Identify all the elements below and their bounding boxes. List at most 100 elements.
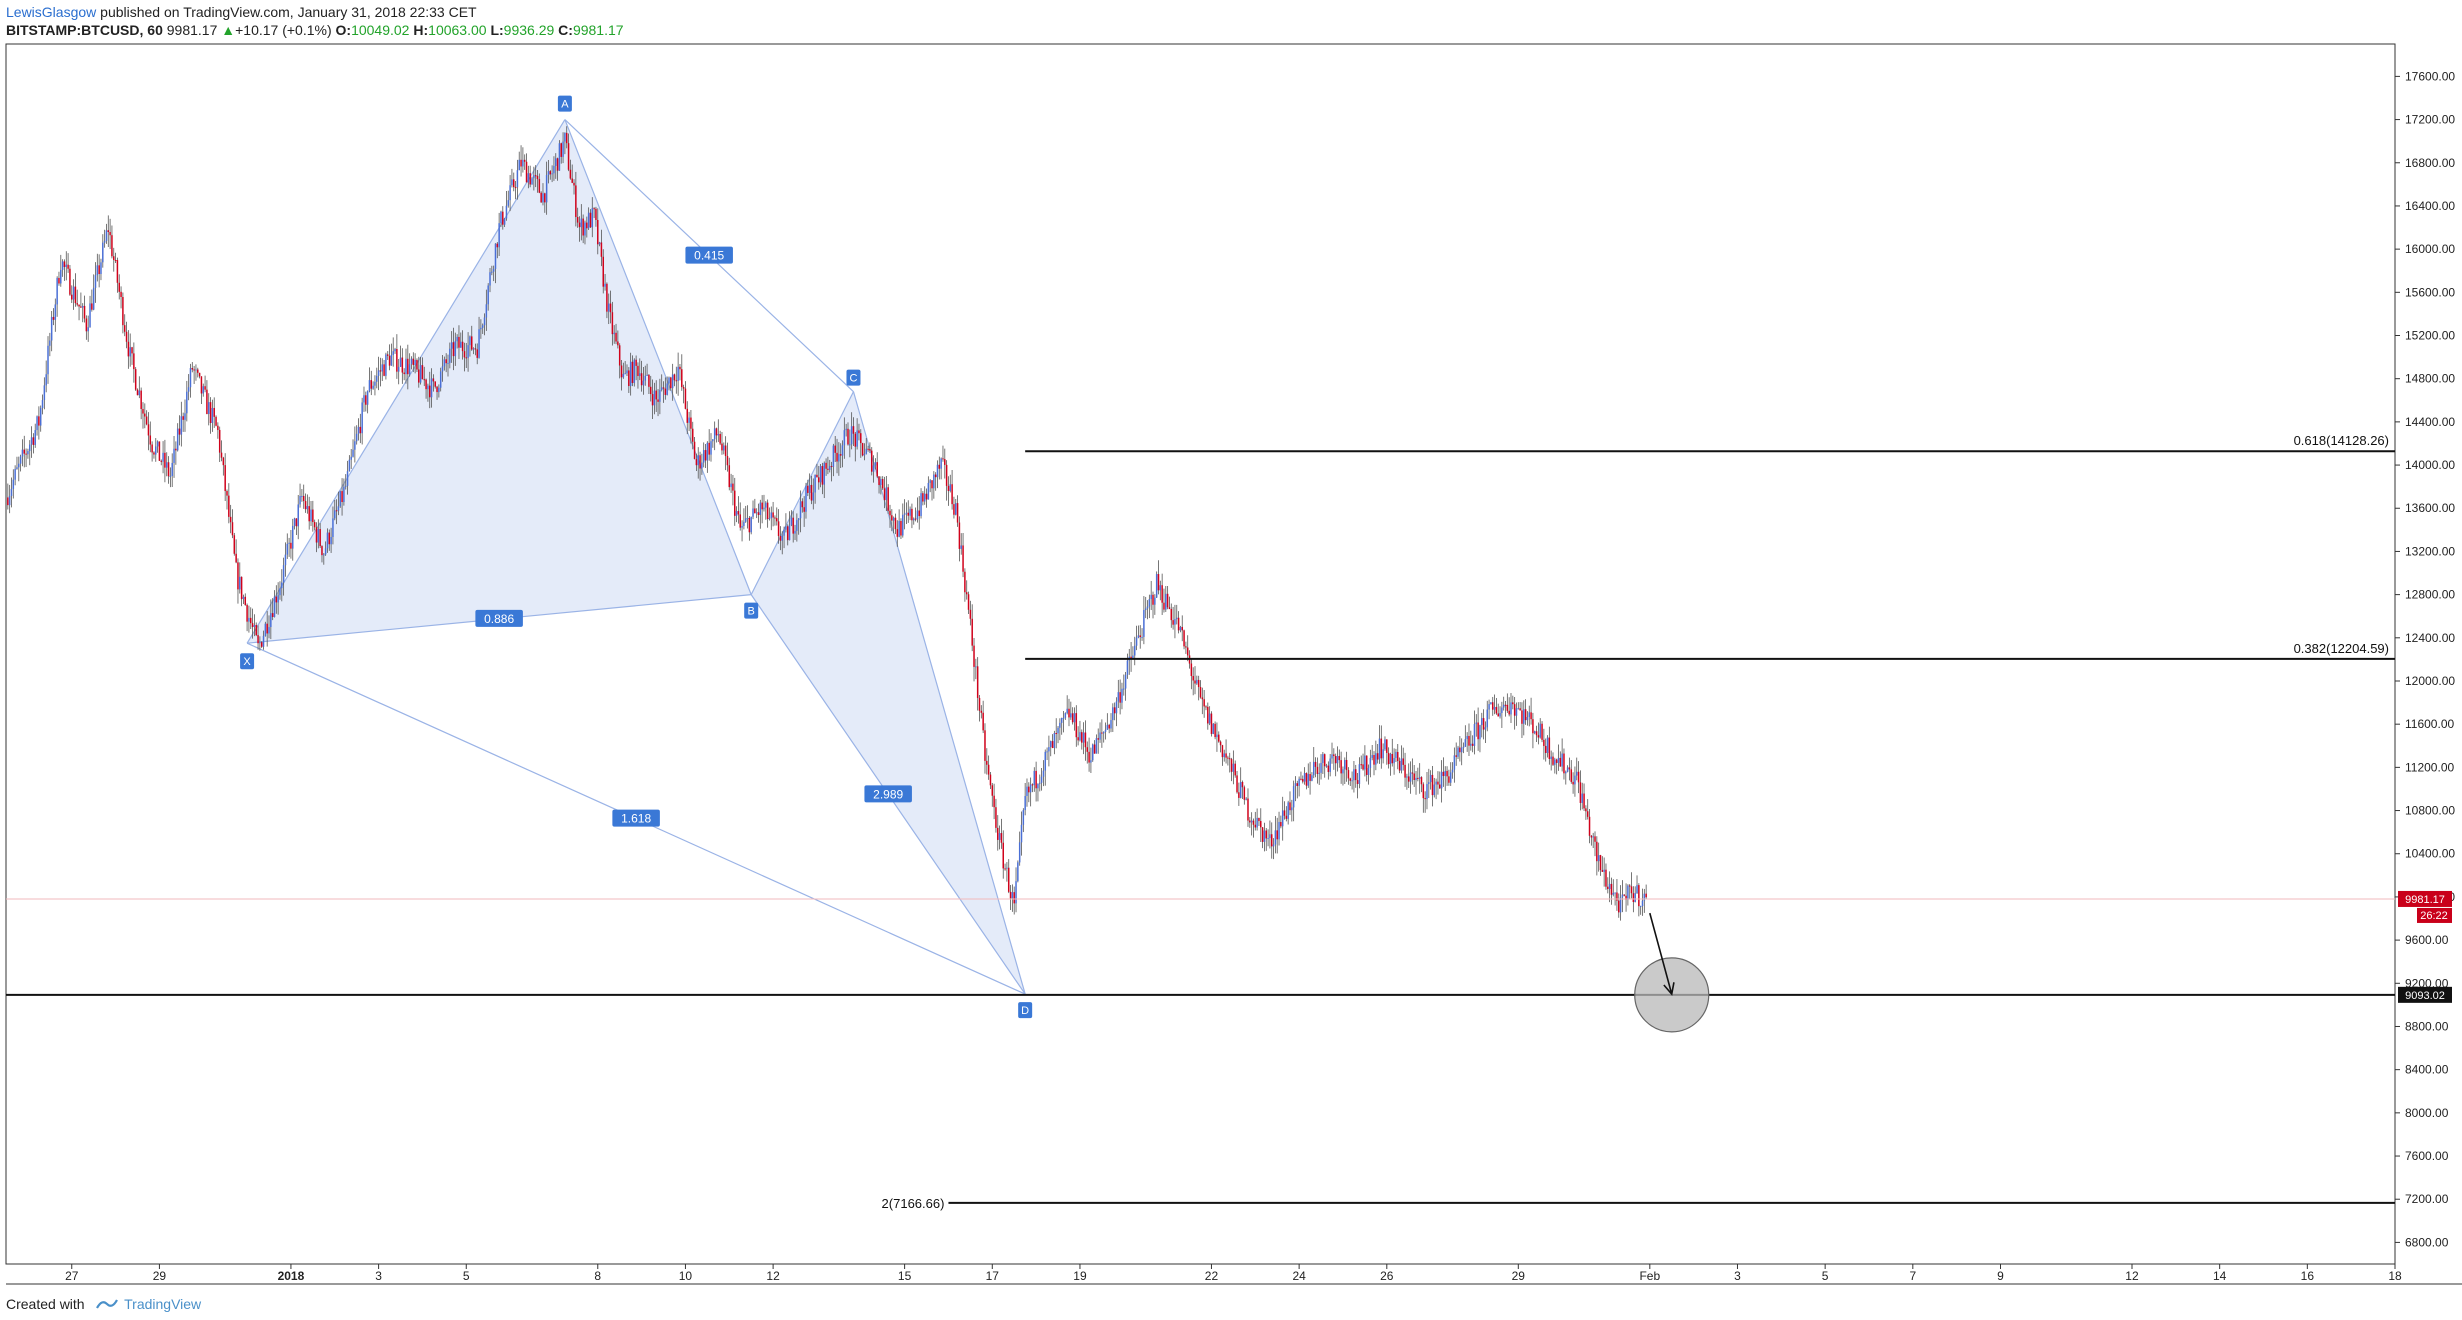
candle-up	[794, 530, 796, 534]
candle-up	[286, 543, 289, 555]
candle-down	[302, 495, 305, 502]
candle-down	[1201, 697, 1204, 700]
candle-down	[648, 374, 650, 387]
candle-down	[876, 462, 878, 477]
candle-down	[520, 159, 522, 167]
candle-down	[445, 359, 447, 364]
candle-down	[878, 476, 880, 485]
candle-up	[454, 341, 457, 357]
y-tick-label: 6800.00	[2405, 1235, 2449, 1249]
candle-down	[593, 208, 595, 210]
candle-up	[1429, 774, 1432, 783]
candle-down	[370, 380, 373, 389]
candle-up	[912, 518, 915, 521]
candle-down	[1197, 679, 1200, 688]
candle-down	[854, 433, 857, 447]
candle-up	[1117, 692, 1120, 702]
candle-up	[1208, 713, 1211, 724]
candle-down	[341, 491, 343, 503]
candle-up	[207, 402, 210, 415]
candle-down	[1333, 754, 1335, 757]
candle-down	[1218, 734, 1220, 742]
candle-up	[1274, 830, 1277, 845]
candle-down	[945, 464, 948, 486]
candle-up	[1066, 708, 1068, 714]
candle-up	[1539, 723, 1541, 738]
candle-down	[321, 546, 323, 556]
candle-down	[204, 386, 206, 390]
y-tick-label: 16800.00	[2405, 156, 2455, 170]
candle-up	[955, 503, 957, 515]
candle-down	[1238, 792, 1240, 798]
candle-down	[1544, 745, 1547, 753]
candle-up	[1144, 608, 1147, 611]
candle-up	[1110, 720, 1112, 729]
candle-up	[30, 437, 33, 445]
candle-down	[1254, 824, 1257, 828]
candle-down	[681, 369, 683, 388]
candle-up	[1393, 758, 1395, 764]
candle-up	[1272, 844, 1275, 847]
candle-down	[600, 242, 603, 257]
candle-up	[449, 348, 451, 363]
candle-up	[1287, 802, 1289, 819]
candle-down	[235, 553, 237, 563]
tradingview-brand-link[interactable]: TradingView	[124, 1296, 202, 1312]
candle-up	[337, 506, 340, 511]
candle-up	[752, 508, 754, 517]
candle-up	[659, 389, 661, 402]
candle-up	[481, 325, 484, 328]
candle-up	[1502, 704, 1505, 708]
candle-up	[511, 179, 513, 186]
candle-up	[1331, 754, 1333, 759]
candle-up	[1196, 679, 1198, 684]
candle-down	[1491, 702, 1494, 710]
candle-up	[1395, 751, 1397, 759]
candle-down	[538, 179, 541, 193]
candle-down	[1572, 781, 1574, 785]
candle-up	[355, 433, 358, 442]
candle-up	[374, 381, 376, 386]
candle-up	[330, 536, 332, 545]
candle-up	[1044, 751, 1047, 771]
candle-down	[980, 710, 983, 713]
candle-down	[231, 522, 234, 536]
candle-up	[975, 666, 977, 668]
y-tick-label: 10400.00	[2405, 847, 2455, 861]
candle-down	[947, 485, 950, 491]
candle-up	[666, 383, 668, 395]
candle-up	[491, 271, 493, 273]
candle-up	[902, 514, 904, 536]
candle-down	[986, 760, 988, 765]
candle-up	[176, 428, 179, 451]
y-tick-label: 13200.00	[2405, 544, 2455, 558]
candle-up	[799, 501, 802, 519]
tradingview-logo-icon[interactable]	[96, 1297, 119, 1313]
candle-up	[717, 434, 720, 436]
candle-up	[438, 387, 440, 393]
candle-down	[637, 365, 639, 376]
candle-down	[1205, 706, 1207, 708]
candle-down	[578, 222, 581, 228]
candle-up	[8, 495, 11, 506]
candle-down	[635, 359, 637, 366]
x-tick-label: 8	[594, 1269, 601, 1283]
candle-down	[191, 368, 194, 370]
candle-down	[122, 297, 124, 326]
author-link[interactable]: LewisGlasgow	[6, 4, 97, 20]
candle-down	[1028, 786, 1030, 793]
candle-up	[1015, 881, 1017, 904]
candle-up	[439, 371, 442, 388]
candle-up	[264, 623, 267, 636]
candle-down	[328, 532, 331, 545]
y-tick-label: 14000.00	[2405, 458, 2455, 472]
candle-up	[542, 193, 544, 203]
candle-up	[1510, 702, 1512, 715]
candle-up	[845, 428, 847, 431]
candle-down	[1365, 755, 1368, 775]
candle-up	[381, 364, 383, 372]
candle-down	[978, 697, 981, 711]
candle-down	[220, 452, 223, 458]
candle-up	[741, 525, 743, 528]
